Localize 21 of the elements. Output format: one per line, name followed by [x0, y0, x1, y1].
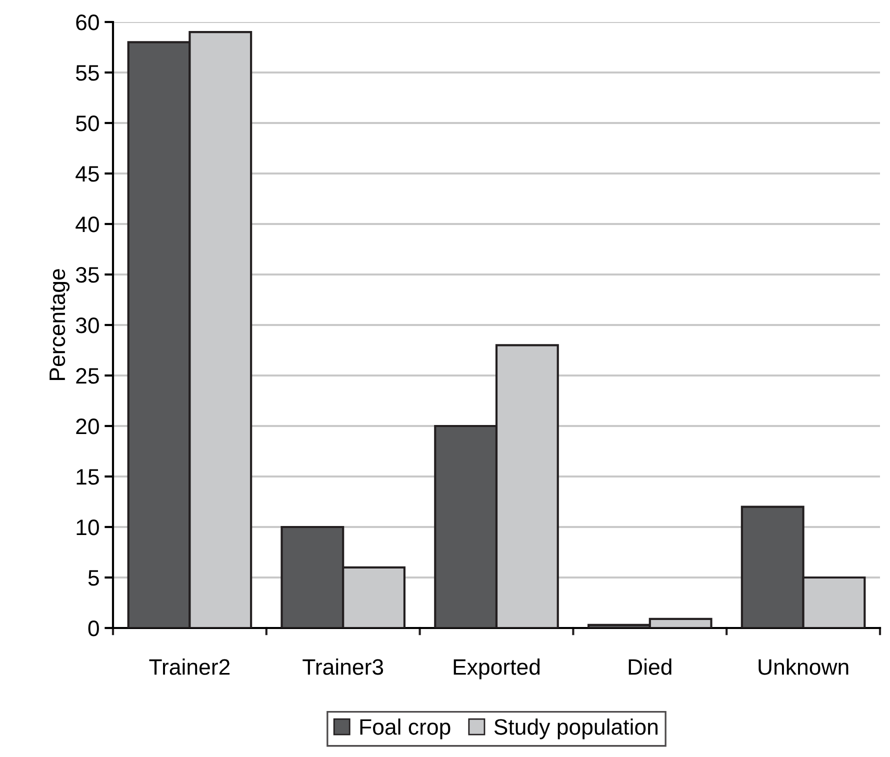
y-tick-label: 35 [76, 267, 99, 283]
legend-label: Foal crop [360, 718, 450, 740]
x-tick-label: Exported [454, 658, 540, 680]
x-tick-label: Died [628, 658, 672, 675]
y-tick-label: 25 [76, 368, 99, 384]
y-tick-label: 55 [76, 65, 99, 81]
y-tick-label: 50 [76, 116, 99, 132]
y-tick-label: 30 [76, 318, 99, 334]
y-tick-label: 0 [88, 620, 99, 636]
x-tick-label: Trainer2 [149, 658, 230, 675]
y-tick-label: 40 [76, 216, 99, 232]
y-tick-label: 5 [88, 570, 99, 586]
y-tick-label: 45 [76, 166, 99, 182]
legend-label: Study population [494, 718, 658, 740]
y-tick-label: 60 [76, 14, 99, 30]
x-tick-label: Unknown [758, 658, 848, 675]
y-tick-label: 20 [76, 418, 99, 434]
x-tick-label: Trainer3 [302, 658, 384, 675]
y-tick-label: 10 [76, 520, 99, 536]
y-tick-label: 15 [76, 469, 99, 485]
y-axis-title: Percentage [50, 269, 70, 380]
